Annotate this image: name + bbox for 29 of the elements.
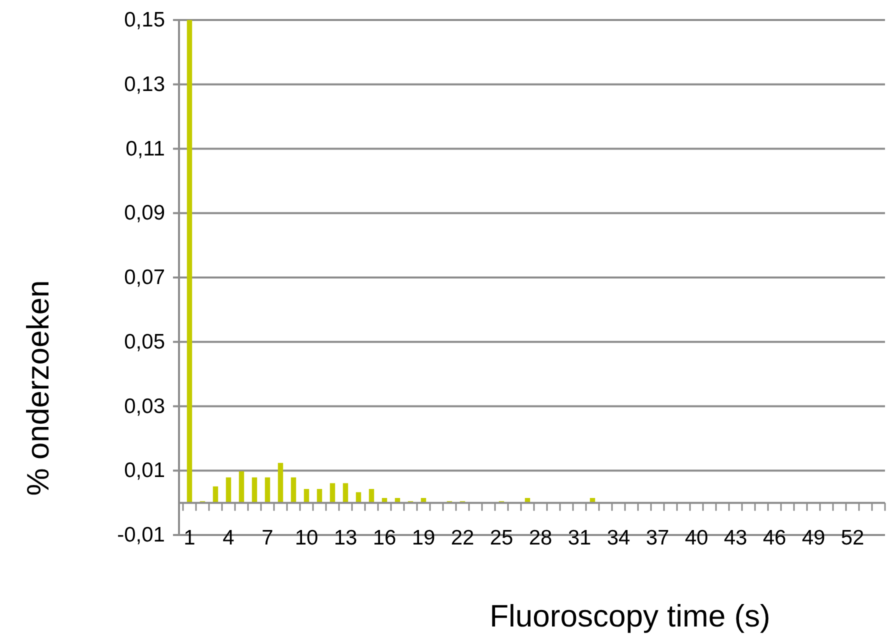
x-tick-label: 34 bbox=[606, 526, 630, 550]
y-tick-label: 0,03 bbox=[124, 394, 165, 418]
x-tick-label: 22 bbox=[450, 526, 474, 550]
y-tick-label: 0,05 bbox=[124, 330, 165, 354]
x-tick-label: 25 bbox=[490, 526, 514, 550]
y-tick-label: 0,09 bbox=[124, 202, 165, 225]
x-tick-label: 19 bbox=[412, 526, 436, 550]
y-tick-label: 0,13 bbox=[124, 72, 165, 96]
x-tick-label: 52 bbox=[840, 526, 864, 550]
x-tick-label: 28 bbox=[528, 526, 552, 550]
x-axis-title: Fluoroscopy time (s) bbox=[490, 598, 770, 634]
x-tick-label: 40 bbox=[684, 526, 708, 550]
x-tick-label: 43 bbox=[724, 526, 748, 550]
x-tick-label: 7 bbox=[262, 526, 274, 550]
y-axis-title: % onderzoeken bbox=[20, 280, 56, 496]
x-tick-label: 49 bbox=[802, 526, 826, 550]
y-tick-label: 0,11 bbox=[126, 137, 165, 160]
x-tick-label: 16 bbox=[372, 526, 396, 550]
x-tick-label: 10 bbox=[294, 526, 318, 550]
x-tick-label: 37 bbox=[646, 526, 670, 550]
x-tick-label: 1 bbox=[184, 526, 196, 550]
y-tick-label: 0,07 bbox=[124, 266, 165, 289]
y-tick-label: -0,01 bbox=[117, 524, 165, 546]
y-tick-label: 0,15 bbox=[124, 8, 165, 32]
x-tick-label: 13 bbox=[334, 526, 358, 550]
x-tick-label: 31 bbox=[568, 526, 592, 550]
x-tick-label: 46 bbox=[762, 526, 786, 550]
x-tick-label: 4 bbox=[222, 526, 235, 550]
y-tick-label: 0,01 bbox=[124, 459, 165, 482]
